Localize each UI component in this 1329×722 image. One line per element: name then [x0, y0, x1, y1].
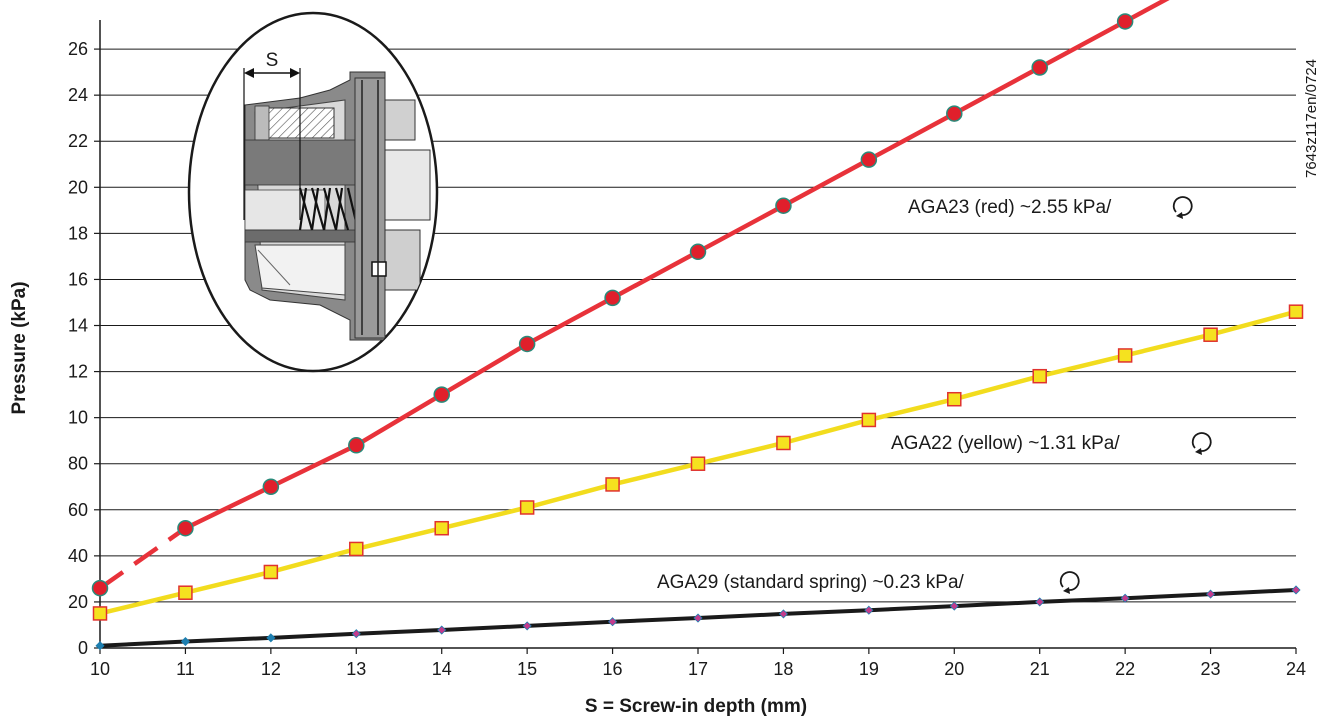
aga22-point: [776, 435, 791, 451]
aga22-point: [1117, 348, 1133, 363]
aga29-point: [1206, 589, 1216, 599]
aga22-point: [92, 606, 108, 621]
x-tick-label: 21: [1030, 659, 1050, 679]
aga23-point: [689, 243, 707, 261]
aga29-point: [522, 621, 532, 631]
y-tick-label: 60: [68, 500, 88, 520]
aga22-point: [434, 520, 449, 536]
rotation-arrowhead: [1195, 448, 1202, 455]
aga23-point: [433, 386, 450, 403]
aga29-point: [1120, 593, 1130, 603]
x-tick-label: 11: [176, 659, 195, 679]
aga23-point: [1031, 59, 1048, 76]
x-tick-label: 19: [859, 659, 879, 679]
aga22-point: [1203, 327, 1218, 342]
x-tick-label: 22: [1115, 659, 1135, 679]
y-tick-label: 40: [68, 546, 88, 566]
rotation-arrowhead: [1176, 212, 1183, 219]
x-tick-label: 24: [1286, 659, 1306, 679]
x-tick-label: 20: [944, 659, 964, 679]
x-axis-title: S = Screw-in depth (mm): [585, 696, 807, 717]
regulator-cross-section-illustration: S: [187, 11, 439, 373]
aga23-point: [262, 478, 280, 496]
rotation-icon: [1191, 432, 1212, 452]
x-tick-label: 18: [773, 659, 793, 679]
aga29-point: [351, 629, 361, 639]
aga22-point: [349, 541, 364, 557]
aga22-point: [861, 412, 877, 428]
aga29-point: [266, 633, 276, 643]
y-tick-label: 12: [68, 362, 88, 382]
aga29-point: [437, 625, 447, 635]
x-tick-label: 15: [517, 659, 537, 679]
aga22-point: [519, 500, 535, 515]
x-tick-label: 16: [603, 659, 623, 679]
y-tick-label: 24: [68, 85, 88, 105]
y-tick-label: 14: [68, 316, 88, 336]
document-reference: 7643z117en/0724: [1303, 59, 1320, 178]
aga22-point: [947, 391, 962, 407]
aga22-point: [690, 456, 706, 471]
x-tick-label: 12: [261, 659, 281, 679]
aga23-point: [604, 289, 621, 307]
aga22-point: [1032, 368, 1047, 384]
aga23-point: [860, 151, 878, 168]
aga29-point: [95, 641, 105, 651]
aga23-point: [775, 197, 792, 214]
aga29-point: [1291, 585, 1301, 595]
aga23-point: [946, 105, 963, 122]
aga29-point: [693, 613, 703, 623]
aga29-point: [949, 601, 959, 611]
y-tick-label: 80: [68, 454, 88, 474]
x-tick-labels: 10 11 12 13 14 15 16 17 18 19 20 21 22 23 24: [90, 659, 1306, 679]
y-tick-label: 10: [68, 408, 88, 428]
rotation-icon: [1172, 196, 1193, 216]
aga22-point: [178, 585, 193, 600]
y-tick-label: 20: [68, 592, 88, 612]
s-dimension-label: S: [266, 50, 279, 71]
x-tick-label: 13: [346, 659, 366, 679]
aga29-point: [864, 605, 874, 615]
x-tick-label: 14: [432, 659, 452, 679]
aga29-point: [778, 609, 788, 619]
aga23-line: [184, 0, 1170, 531]
aga23-point: [518, 335, 536, 353]
rotation-arrowhead: [1063, 587, 1070, 594]
aga29-annotation: AGA29 (standard spring) ~0.23 kPa/: [657, 571, 1080, 594]
y-axis-title: Pressure (kPa): [9, 281, 30, 414]
aga29-point: [608, 617, 618, 627]
y-tick-label: 26: [68, 39, 88, 59]
aga29-point: [1035, 597, 1045, 607]
y-tick-label: 0: [78, 638, 88, 658]
y-tick-labels: 0 20 40 60 80 10 12 14 16 18 20 22 24 26: [68, 39, 88, 658]
aga29-point: [180, 636, 190, 647]
rotation-icon: [1059, 571, 1080, 591]
y-tick-label: 16: [68, 269, 88, 289]
aga23-point: [1116, 13, 1134, 30]
aga23-point: [177, 519, 194, 537]
aga23-line-dashed: [98, 526, 187, 590]
aga22-label: AGA22 (yellow) ~1.31 kPa/: [891, 433, 1120, 454]
aga22-point: [1288, 304, 1304, 319]
aga23-annotation: AGA23 (red) ~2.55 kPa/: [908, 196, 1193, 219]
series-markers: [91, 13, 1304, 651]
aga29-label: AGA29 (standard spring) ~0.23 kPa/: [657, 572, 965, 593]
x-tick-label: 10: [90, 659, 110, 679]
aga23-point: [348, 437, 365, 454]
x-tick-label: 23: [1201, 659, 1221, 679]
aga22-point: [605, 477, 620, 492]
y-tick-label: 18: [68, 223, 88, 243]
aga22-annotation: AGA22 (yellow) ~1.31 kPa/: [891, 432, 1212, 455]
y-tick-label: 22: [68, 131, 88, 151]
y-tick-label: 20: [68, 177, 88, 197]
aga23-label: AGA23 (red) ~2.55 kPa/: [908, 197, 1112, 218]
x-tick-label: 17: [688, 659, 708, 679]
aga22-point: [263, 564, 279, 580]
aga23-point: [91, 579, 109, 597]
